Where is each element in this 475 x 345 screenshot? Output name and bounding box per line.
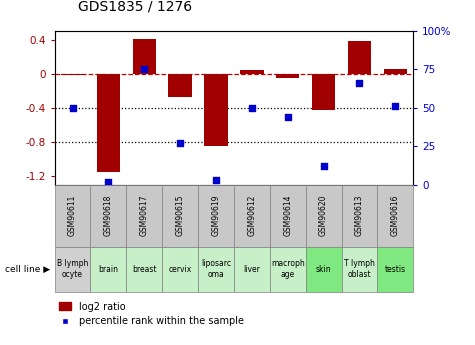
Text: GSM90620: GSM90620 [319,195,328,236]
Legend: log2 ratio, percentile rank within the sample: log2 ratio, percentile rank within the s… [59,302,244,326]
Text: breast: breast [132,265,157,274]
Text: cell line ▶: cell line ▶ [5,265,50,274]
Bar [378,247,413,292]
Point [212,177,220,183]
Bar [204,74,228,146]
Bar [55,185,91,247]
Bar [378,185,413,247]
Text: GSM90616: GSM90616 [391,195,400,236]
Bar [270,185,306,247]
Bar [162,185,198,247]
Point [104,179,112,184]
Bar [61,74,84,76]
Bar [276,74,299,78]
Point [356,80,363,86]
Point [69,105,76,110]
Bar [133,39,156,74]
Bar [342,247,378,292]
Bar [348,41,371,74]
Bar [162,247,198,292]
Bar [306,185,342,247]
Bar [55,247,91,292]
Text: GSM90619: GSM90619 [211,195,220,236]
Bar [126,185,162,247]
Text: GSM90613: GSM90613 [355,195,364,236]
Bar [270,247,306,292]
Text: T lymph
oblast: T lymph oblast [344,259,375,279]
Text: GSM90615: GSM90615 [176,195,185,236]
Text: brain: brain [98,265,118,274]
Text: GDS1835 / 1276: GDS1835 / 1276 [78,0,192,14]
Bar [234,247,270,292]
Point [141,67,148,72]
Bar [91,185,126,247]
Text: liposarc
oma: liposarc oma [201,259,231,279]
Text: GSM90612: GSM90612 [247,195,257,236]
Bar [234,185,270,247]
Point [320,164,327,169]
Text: macroph
age: macroph age [271,259,304,279]
Point [248,105,256,110]
Bar [312,74,335,109]
Text: GSM90614: GSM90614 [283,195,292,236]
Text: liver: liver [243,265,260,274]
Text: cervix: cervix [169,265,192,274]
Point [176,140,184,146]
Text: GSM90617: GSM90617 [140,195,149,236]
Bar [169,74,192,97]
Text: GSM90618: GSM90618 [104,195,113,236]
Bar [198,185,234,247]
Bar [126,247,162,292]
Text: skin: skin [316,265,332,274]
Bar [97,74,120,172]
Text: B lymph
ocyte: B lymph ocyte [57,259,88,279]
Bar [198,247,234,292]
Text: GSM90611: GSM90611 [68,195,77,236]
Bar [342,185,378,247]
Bar [384,69,407,74]
Bar [240,70,264,74]
Point [284,114,292,120]
Text: testis: testis [385,265,406,274]
Bar [91,247,126,292]
Bar [306,247,342,292]
Point [391,104,399,109]
